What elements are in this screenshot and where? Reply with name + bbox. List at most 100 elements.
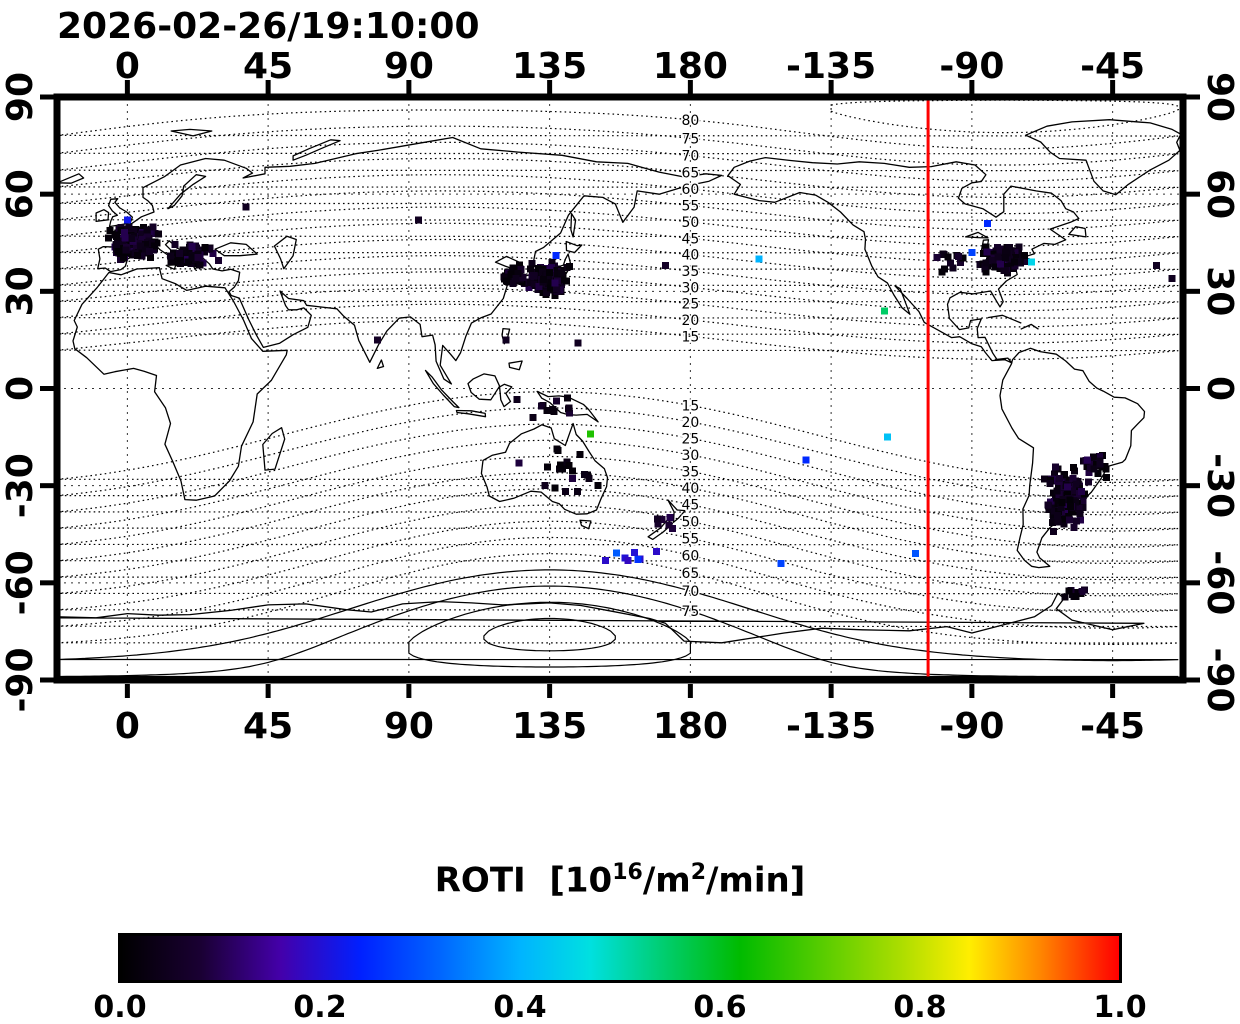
roti-point — [1015, 249, 1022, 257]
roti-point — [581, 471, 588, 479]
roti-point — [1066, 496, 1074, 504]
axis-tick — [1110, 684, 1116, 698]
roti-point — [143, 226, 151, 234]
roti-point — [569, 467, 576, 475]
maglat-contour-label: 50 — [681, 514, 699, 530]
axis-tick — [547, 80, 553, 94]
maglat-contour-label: 20 — [681, 415, 699, 431]
colorbar-title: ROTI [1016/m2/min] — [0, 860, 1240, 900]
roti-point — [548, 259, 556, 266]
lon-tick-label: 135 — [512, 706, 587, 747]
roti-point — [174, 254, 182, 261]
roti-point — [912, 550, 920, 558]
roti-point — [1054, 500, 1062, 508]
roti-point — [1066, 476, 1073, 484]
roti-point — [566, 262, 573, 270]
roti-point — [631, 549, 639, 557]
roti-point — [1064, 487, 1071, 495]
roti-point — [552, 284, 560, 292]
axis-tick — [1186, 580, 1200, 586]
roti-point — [624, 556, 632, 564]
coastline — [165, 264, 177, 270]
roti-point — [130, 227, 138, 235]
coastline — [214, 242, 258, 257]
coastline — [95, 209, 110, 223]
axis-tick — [1186, 288, 1200, 294]
roti-point — [128, 235, 136, 243]
timestamp-title: 2026-02-26/19:10:00 — [57, 6, 480, 47]
maglat-contour — [57, 319, 1179, 360]
roti-point — [1067, 508, 1075, 516]
axis-tick — [40, 94, 54, 100]
roti-point — [944, 253, 952, 261]
roti-point — [1051, 470, 1058, 478]
roti-point — [1050, 507, 1058, 515]
roti-point — [513, 396, 521, 403]
axis-tick — [265, 684, 271, 698]
roti-point — [880, 307, 888, 315]
roti-point — [512, 275, 520, 283]
roti-point — [777, 559, 785, 567]
roti-point — [552, 252, 560, 260]
roti-point — [1070, 464, 1077, 471]
roti-point — [1050, 515, 1058, 523]
lon-axis-bottom: 0 45 90 135 180 -135 -90 -45 — [115, 706, 1145, 747]
roti-point — [573, 488, 581, 496]
maglat-contour-label: 40 — [681, 248, 699, 264]
axis-tick — [687, 684, 693, 698]
coastline — [498, 383, 513, 408]
maglat-contour-label: 35 — [681, 464, 699, 480]
roti-point — [602, 557, 610, 564]
roti-point — [1065, 516, 1073, 524]
roti-point — [653, 548, 660, 556]
colorbar-gradient — [118, 933, 1122, 983]
roti-point — [968, 249, 976, 256]
roti-point — [586, 430, 594, 438]
lat-tick-label: 30 — [0, 266, 41, 316]
colorbar-tick-label: 0.2 — [293, 990, 347, 1024]
roti-point — [574, 339, 582, 347]
roti-point — [933, 253, 941, 261]
axis-tick — [828, 80, 834, 94]
roti-point — [1090, 453, 1098, 461]
roti-point — [502, 336, 510, 344]
roti-point — [989, 250, 997, 258]
coastline — [72, 267, 288, 501]
roti-point — [514, 270, 522, 277]
roti-point — [539, 275, 547, 283]
roti-point — [137, 230, 145, 238]
roti-point — [114, 248, 122, 256]
axis-tick — [687, 80, 693, 94]
roti-point — [527, 265, 535, 273]
roti-point — [1168, 274, 1176, 282]
roti-point — [150, 246, 158, 254]
axis-tick — [265, 80, 271, 94]
maglat-contour — [57, 553, 1179, 645]
maglat-contour-label: 25 — [681, 431, 699, 447]
lat-tick-label: 60 — [1199, 169, 1240, 219]
roti-point — [150, 242, 158, 250]
roti-point — [634, 555, 642, 563]
axis-tick — [1186, 94, 1200, 100]
maglat-contour-label: 65 — [681, 566, 699, 582]
coastline — [424, 369, 460, 409]
roti-point — [553, 397, 560, 405]
roti-point — [1054, 518, 1062, 526]
roti-point — [1084, 456, 1091, 464]
coastline — [107, 198, 134, 228]
maglat-contour-label: 45 — [681, 498, 699, 514]
roti-point — [1083, 463, 1091, 470]
roti-point — [669, 525, 676, 533]
roti-point — [553, 271, 561, 278]
roti-point — [125, 224, 133, 231]
roti-point — [612, 549, 620, 557]
roti-point — [565, 462, 573, 470]
maglat-contour — [57, 520, 1179, 613]
roti-point — [1027, 258, 1035, 266]
roti-point — [182, 250, 190, 258]
roti-point — [1001, 253, 1009, 261]
lon-tick-label: 180 — [653, 706, 728, 747]
roti-point — [167, 257, 175, 265]
axis-tick — [40, 483, 54, 489]
